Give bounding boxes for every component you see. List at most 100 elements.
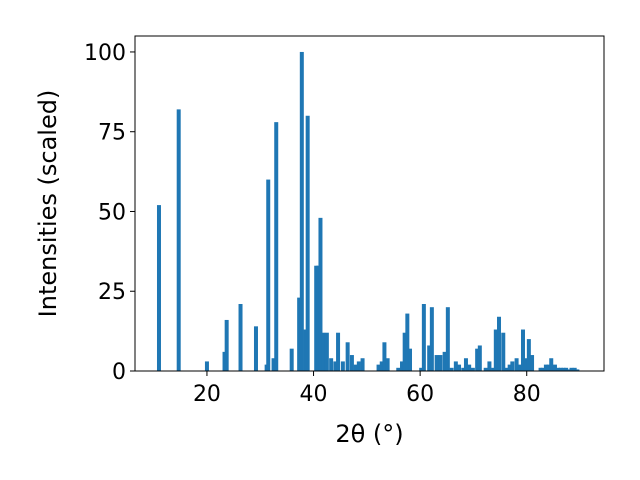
bar (349, 355, 354, 371)
bar (419, 367, 424, 371)
x-ticks: 20 40 60 80 (193, 371, 541, 407)
bar (575, 369, 580, 371)
bar (321, 332, 326, 371)
bar (487, 361, 492, 371)
bar (518, 364, 523, 371)
bar (156, 205, 161, 371)
bar (434, 355, 439, 371)
bar (360, 358, 365, 371)
y-ticks: 0 25 50 75 100 (84, 41, 135, 385)
bar (558, 367, 563, 371)
bar (353, 364, 358, 371)
bar (402, 332, 407, 371)
bar (324, 332, 329, 371)
x-tick-label: 60 (406, 382, 434, 407)
bar (493, 329, 498, 371)
bar (457, 364, 462, 371)
bar (445, 307, 450, 371)
y-tick-label: 0 (112, 360, 126, 385)
bar (569, 367, 574, 371)
plot-frame (134, 35, 605, 372)
bar (540, 367, 545, 371)
bar (356, 361, 361, 371)
bar (491, 367, 496, 371)
bar (271, 358, 276, 371)
y-tick-label: 100 (84, 41, 126, 66)
bar (461, 367, 466, 371)
bar (453, 361, 458, 371)
y-tick-label: 25 (98, 280, 126, 305)
bar (408, 348, 413, 371)
bar (421, 304, 426, 371)
bar (274, 122, 279, 372)
bar (297, 297, 302, 371)
bar (564, 367, 569, 371)
y-axis-label: Intensities (scaled) (34, 90, 62, 318)
bar (176, 109, 181, 371)
bar (497, 316, 502, 371)
bar (382, 342, 387, 371)
bar (463, 358, 468, 371)
bar (376, 364, 381, 371)
bar (520, 329, 525, 371)
bar (314, 265, 319, 371)
bar (546, 364, 551, 371)
bar (429, 307, 434, 371)
bar (222, 351, 227, 371)
bar (396, 367, 401, 371)
bar (510, 361, 515, 371)
bar (475, 348, 480, 371)
bar (467, 364, 472, 371)
bar (333, 361, 338, 371)
bar (543, 364, 548, 371)
y-tick-label: 75 (98, 121, 126, 146)
bar (449, 367, 454, 371)
bar (303, 329, 308, 371)
bar (336, 332, 341, 371)
bar (538, 367, 543, 371)
bar (552, 364, 557, 371)
bar (316, 265, 321, 371)
x-tick-label: 80 (513, 382, 541, 407)
bar (438, 355, 443, 371)
bar (305, 115, 310, 371)
bar (442, 351, 447, 371)
bar (329, 358, 334, 371)
y-tick-label: 50 (98, 200, 126, 225)
x-tick-label: 40 (300, 382, 328, 407)
bar (385, 358, 390, 371)
bar (299, 51, 304, 371)
bar (345, 342, 350, 371)
bar (405, 313, 410, 371)
bar (514, 358, 519, 371)
bar (549, 358, 554, 371)
x-tick-label: 20 (193, 382, 221, 407)
bars-group (156, 51, 580, 372)
bar (379, 361, 384, 371)
bar (204, 361, 209, 371)
bar (526, 339, 531, 371)
bar (556, 367, 561, 371)
bar (318, 217, 323, 371)
bar (340, 361, 345, 371)
bar (400, 361, 405, 371)
bar (561, 367, 566, 371)
bar (483, 367, 488, 371)
bar (470, 367, 475, 371)
bar (224, 319, 229, 371)
bar (266, 179, 271, 371)
bar (253, 326, 258, 371)
bar (289, 348, 294, 371)
bar (238, 304, 243, 371)
bar (505, 367, 510, 371)
x-axis-label: 2θ (°) (335, 420, 403, 448)
bar (427, 345, 432, 371)
bar (501, 332, 506, 371)
bar (530, 355, 535, 371)
bar (477, 345, 482, 371)
bar (507, 364, 512, 371)
bar (567, 369, 572, 371)
bar (572, 367, 577, 371)
bar (523, 358, 528, 371)
